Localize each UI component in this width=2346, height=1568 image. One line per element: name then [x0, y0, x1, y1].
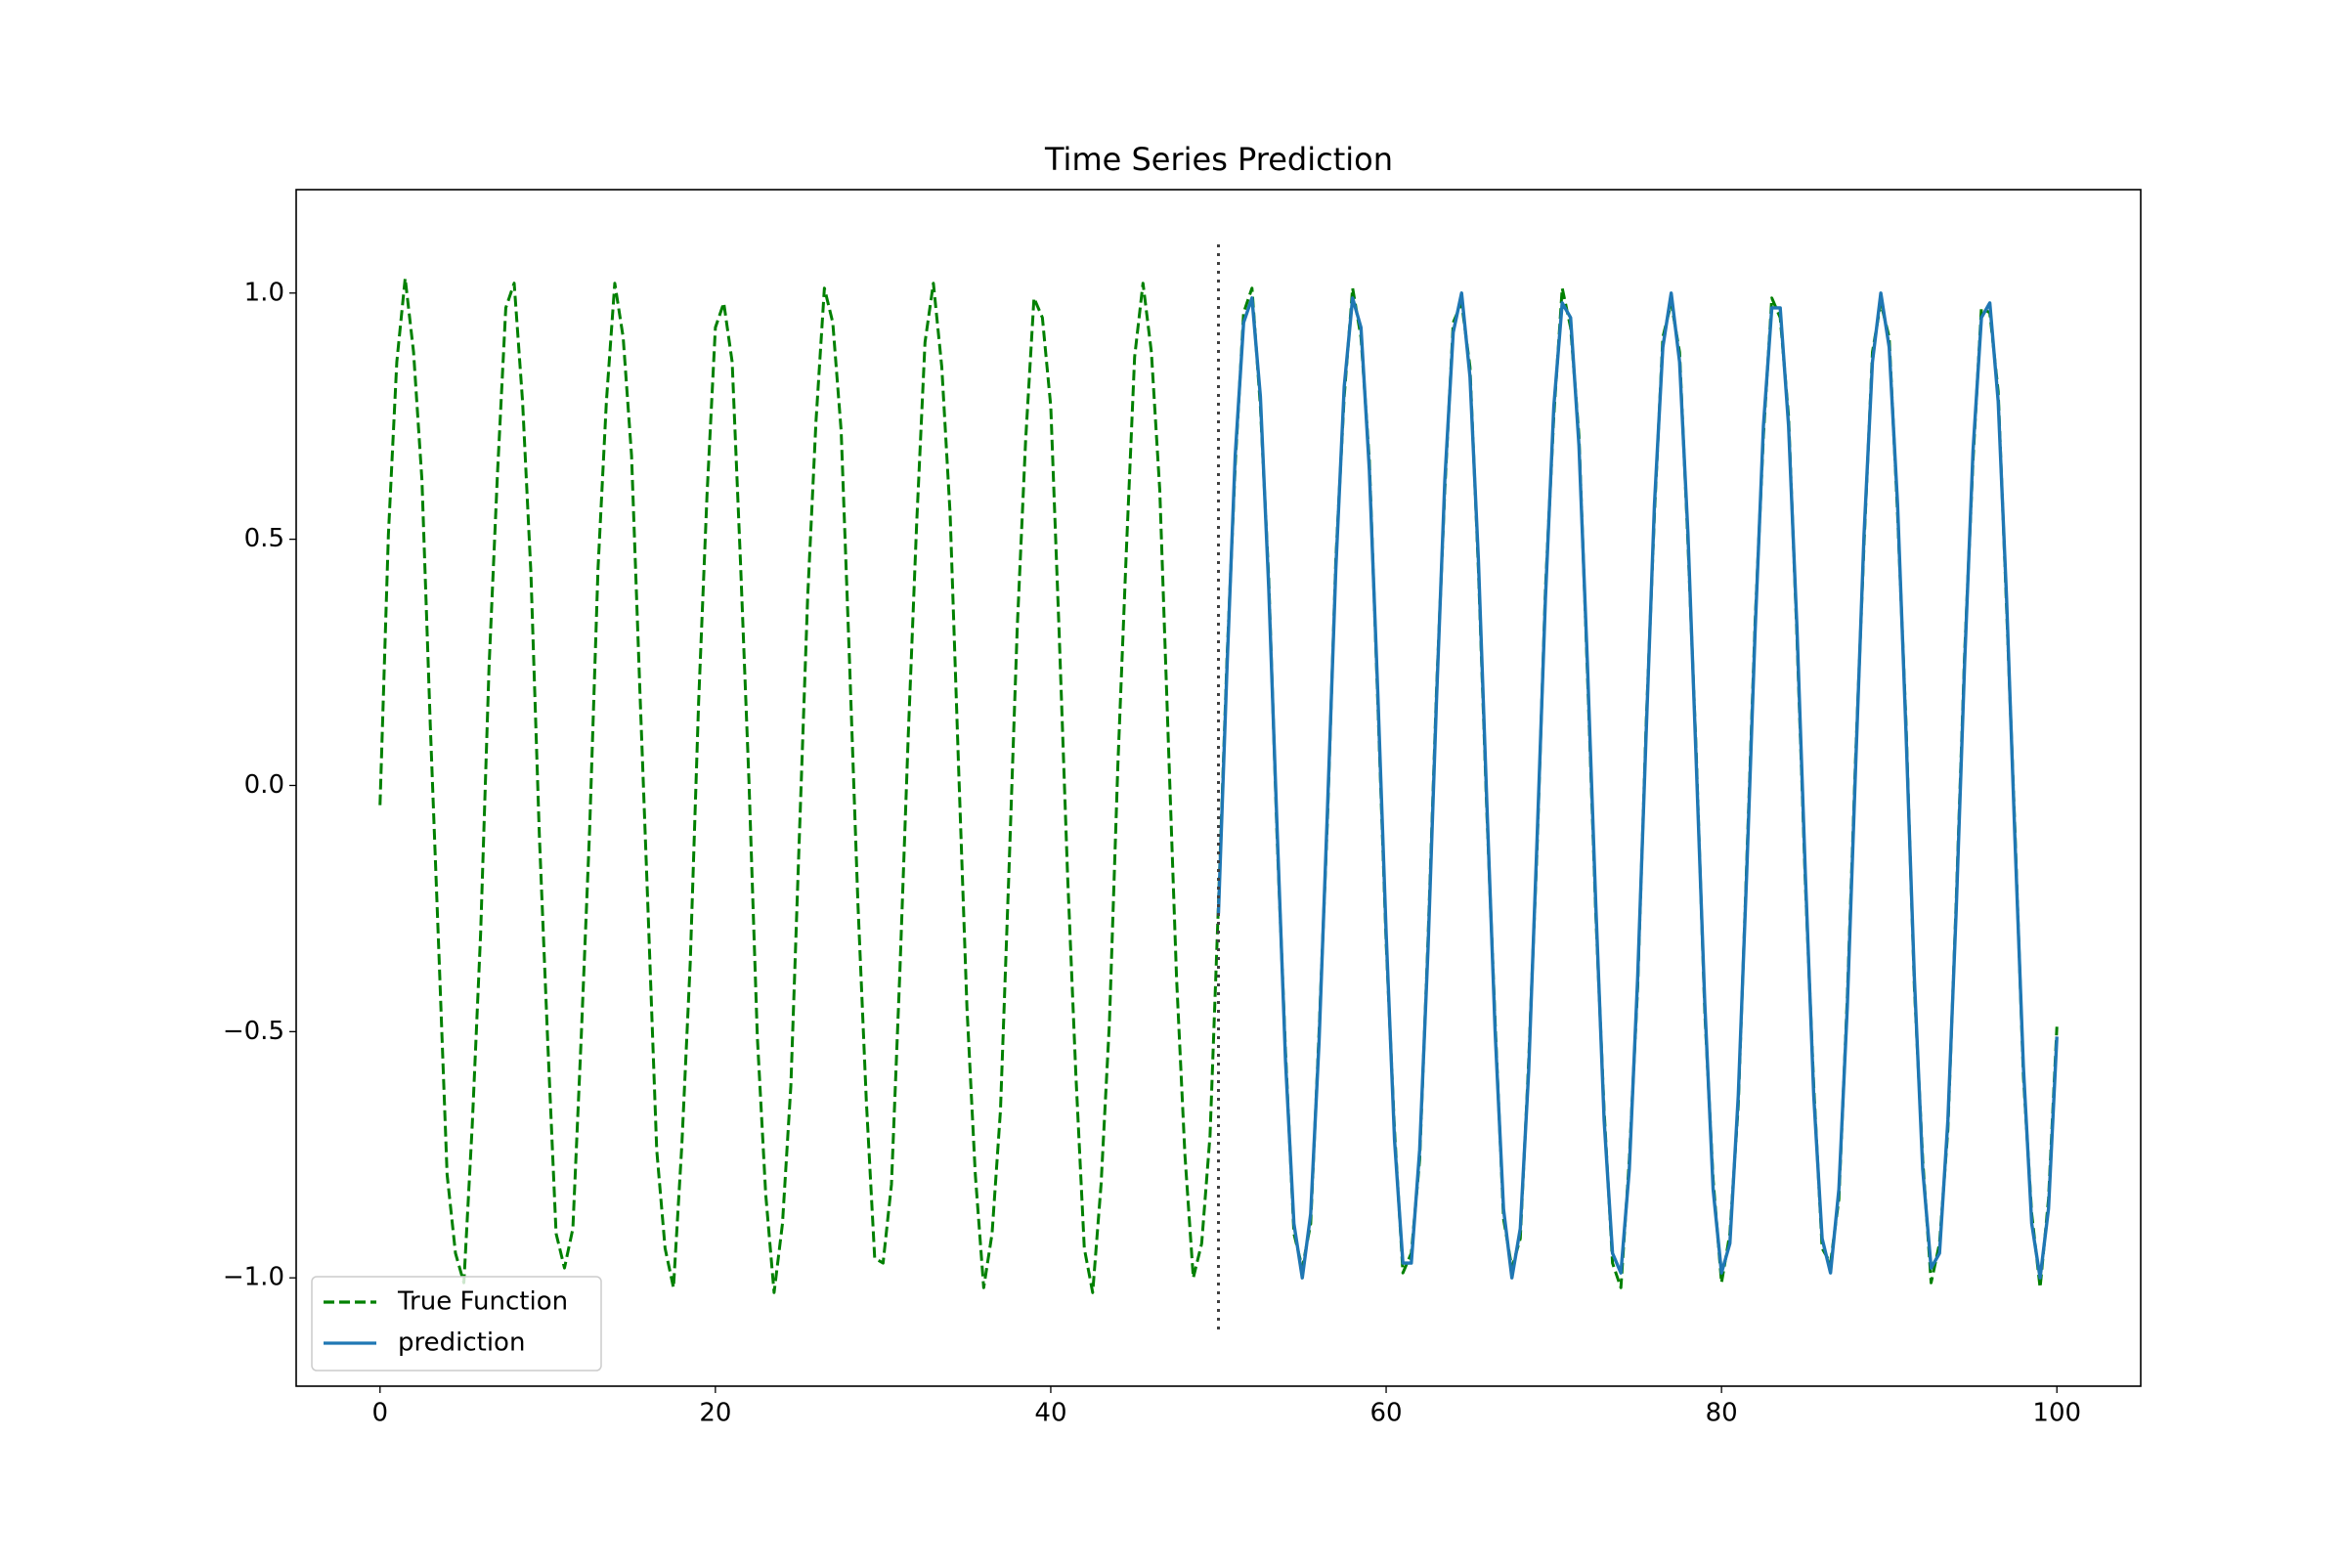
- x-tick-label: 20: [699, 1399, 731, 1428]
- y-tick-label: 0.0: [244, 770, 284, 800]
- y-tick-label: 1.0: [244, 278, 284, 307]
- legend-label: True Function: [397, 1287, 568, 1317]
- y-tick-label: 0.5: [244, 524, 284, 553]
- x-tick-label: 80: [1706, 1399, 1738, 1428]
- series-line: [1216, 291, 2059, 1280]
- x-tick-label: 60: [1369, 1399, 1402, 1428]
- legend-box: [311, 1276, 602, 1372]
- y-tick-label: −1.0: [223, 1263, 284, 1292]
- axes-frame: [295, 189, 2142, 1387]
- y-tick-label: −0.5: [223, 1017, 284, 1046]
- legend-label: prediction: [398, 1328, 525, 1358]
- x-tick-label: 0: [371, 1399, 388, 1428]
- chart-title: Time Series Prediction: [1044, 141, 1393, 178]
- x-tick-label: 40: [1034, 1399, 1066, 1428]
- x-tick-label: 100: [2032, 1399, 2081, 1428]
